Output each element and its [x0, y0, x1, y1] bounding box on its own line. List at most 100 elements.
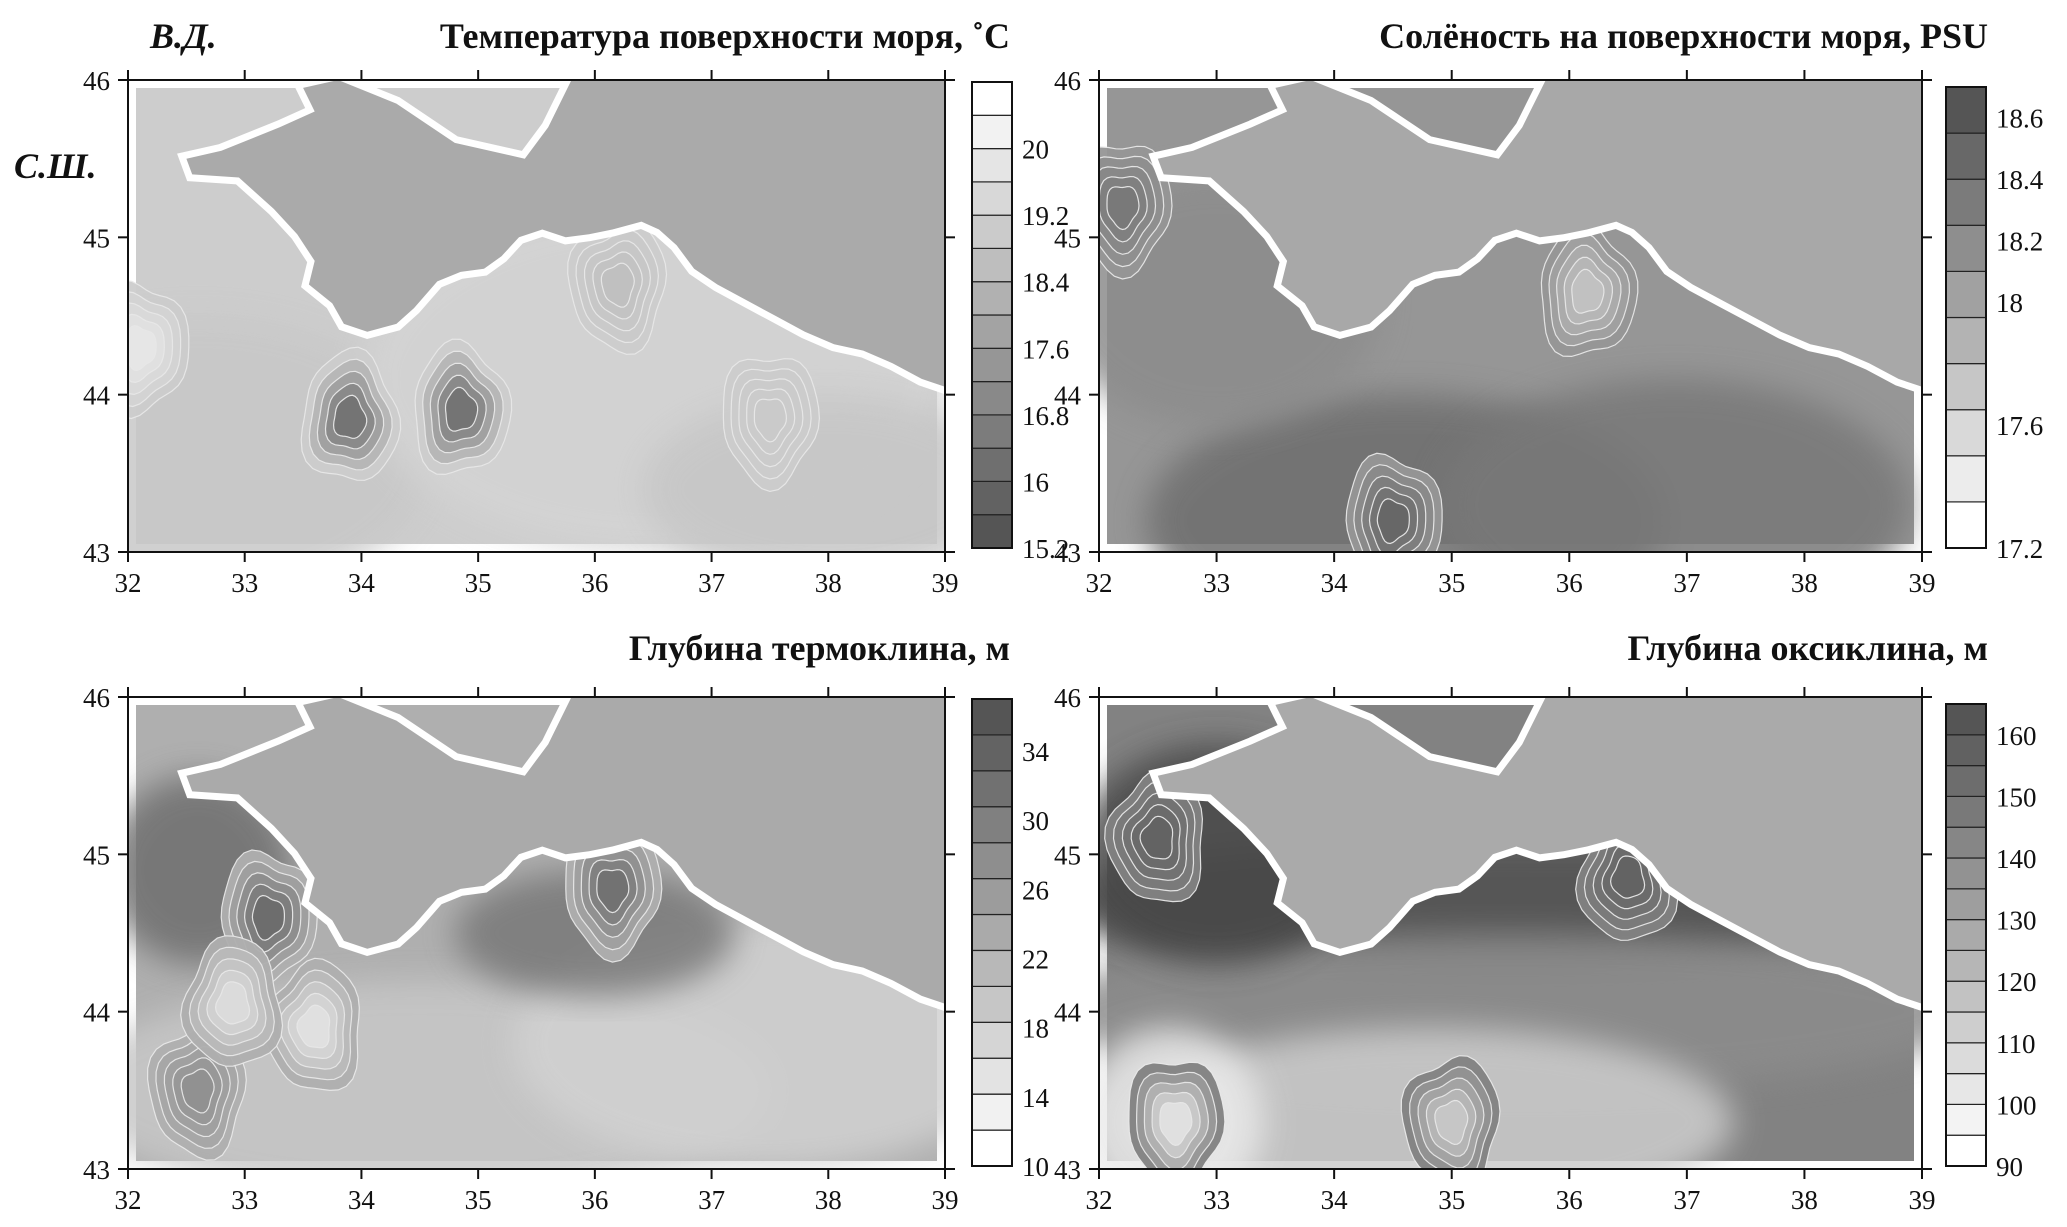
- colorbar-level: [971, 114, 1013, 150]
- colorbar-label: 16.8: [1022, 401, 1069, 431]
- colorbar-label: 160: [1996, 721, 2037, 751]
- colorbar-level: [1945, 1042, 1987, 1075]
- map-area: [1099, 80, 1922, 552]
- panel-1: Температура поверхности моря, ˚C 32 33 34 35…: [83, 16, 1070, 598]
- contour-feature: [128, 280, 190, 420]
- colorbar-level: [1945, 764, 1987, 797]
- map-area: [1099, 697, 1922, 1169]
- panel-3: Глубина термоклина, м 32 33 34 35 36 37 38 39 43 4…: [83, 628, 1050, 1215]
- colorbar-frame: [971, 81, 1013, 549]
- contour-feature: [567, 217, 668, 355]
- colorbar-label: 90: [1996, 1152, 2023, 1182]
- colorbar-level: [971, 214, 1013, 250]
- contour-bands: [128, 775, 945, 1169]
- colorbar-level: [1945, 316, 1987, 365]
- colorbar-frame: [971, 698, 1013, 1167]
- x-tick-label: 32: [1086, 568, 1113, 598]
- colorbar-level: [971, 281, 1013, 316]
- x-tick-label: 34: [1321, 1185, 1349, 1215]
- colorbar-level: [1945, 949, 1987, 982]
- colorbar-frame: [1945, 86, 1987, 549]
- colorbar-level: [971, 913, 1013, 952]
- x-tick-label: 37: [1673, 1185, 1700, 1215]
- colorbar-level: [971, 734, 1013, 772]
- colorbar-level: [1945, 918, 1987, 951]
- y-tick-label: 46: [1054, 66, 1081, 96]
- contour-line: [180, 1068, 215, 1114]
- x-tick-label: 36: [581, 1185, 608, 1215]
- x-tick-label: 34: [348, 1185, 376, 1215]
- colorbar-label: 30: [1022, 806, 1049, 836]
- colorbar-level: [971, 347, 1013, 383]
- colorbar-level: [1945, 501, 1987, 549]
- x-tick-label: 34: [1321, 568, 1349, 598]
- x-tick-label: 39: [1909, 568, 1936, 598]
- colorbar-level: [971, 877, 1013, 916]
- contour-line: [1434, 1099, 1469, 1146]
- colorbar-level: [1945, 734, 1987, 767]
- colorbar-level: [971, 514, 1013, 549]
- x-tick-label: 35: [465, 1185, 492, 1215]
- contour-feature: [565, 828, 663, 963]
- colorbar-label: 110: [1996, 1029, 2036, 1059]
- chart-title: Глубина оксиклина, м: [1627, 628, 1988, 668]
- colorbar-level: [971, 949, 1013, 988]
- colorbar-level: [1945, 86, 1987, 134]
- x-tick-label: 39: [932, 1185, 959, 1215]
- colorbar-label: 18.4: [1022, 268, 1070, 298]
- colorbar-level: [1945, 1011, 1987, 1044]
- plot-frame: [1098, 79, 1923, 553]
- colorbar-label: 18.4: [1996, 165, 2044, 195]
- colorbar-level: [971, 148, 1013, 183]
- colorbar-level: [971, 81, 1013, 116]
- colorbar-level: [1945, 980, 1987, 1013]
- y-tick-label: 46: [83, 66, 110, 96]
- colorbar-level: [1945, 132, 1987, 180]
- colorbar-level: [1945, 826, 1987, 859]
- x-tick-label: 36: [581, 568, 608, 598]
- y-tick-label: 44: [83, 998, 111, 1028]
- colorbar-level: [971, 770, 1013, 808]
- colorbar-label: 18.2: [1996, 227, 2043, 257]
- lon-label: В.Д.: [149, 16, 217, 56]
- x-tick-label: 38: [815, 568, 842, 598]
- x-tick-label: 35: [465, 568, 492, 598]
- x-tick-label: 37: [1673, 568, 1700, 598]
- colorbar-level: [1945, 224, 1987, 273]
- colorbar-level: [971, 1057, 1013, 1095]
- contour-feature: [414, 338, 513, 476]
- y-tick-label: 43: [1054, 538, 1081, 568]
- y-tick-label: 45: [1054, 223, 1081, 253]
- contour-line: [444, 386, 479, 432]
- colorbar-level: [1945, 703, 1987, 736]
- colorbar-level: [971, 447, 1013, 483]
- y-tick-label: 44: [83, 381, 111, 411]
- colorbar-level: [1945, 409, 1987, 457]
- colorbar-level: [971, 842, 1013, 880]
- colorbar-level: [971, 381, 1013, 416]
- colorbar-level: [971, 314, 1013, 349]
- chart-title: Солёность на поверхности моря, PSU: [1379, 16, 1988, 56]
- colorbar-level: [1945, 888, 1987, 921]
- panel-4: Глубина оксиклина, м 32 33 34 35 36 37 38 39 43 44…: [1054, 628, 2037, 1215]
- colorbar-label: 130: [1996, 906, 2037, 936]
- colorbar-level: [1945, 455, 1987, 503]
- y-tick-label: 46: [1054, 683, 1081, 713]
- plot-frame: [127, 79, 946, 553]
- x-tick-label: 33: [231, 1185, 258, 1215]
- x-tick-label: 38: [1791, 1185, 1818, 1215]
- land: [1157, 697, 1922, 1004]
- plot-frame: [127, 696, 946, 1170]
- y-tick-label: 43: [1054, 1155, 1081, 1185]
- y-tick-label: 45: [1054, 840, 1081, 870]
- colorbar-level: [1945, 795, 1987, 828]
- plot-frame: [1098, 696, 1923, 1170]
- colorbar-label: 17.6: [1996, 411, 2043, 441]
- colorbar-frame: [1945, 703, 1987, 1167]
- colorbar-label: 150: [1996, 782, 2037, 812]
- colorbar-level: [971, 1093, 1013, 1131]
- colorbar-label: 19.2: [1022, 201, 1069, 231]
- x-tick-label: 32: [115, 1185, 142, 1215]
- contour-feature: [1345, 452, 1443, 552]
- colorbar-level: [971, 181, 1013, 216]
